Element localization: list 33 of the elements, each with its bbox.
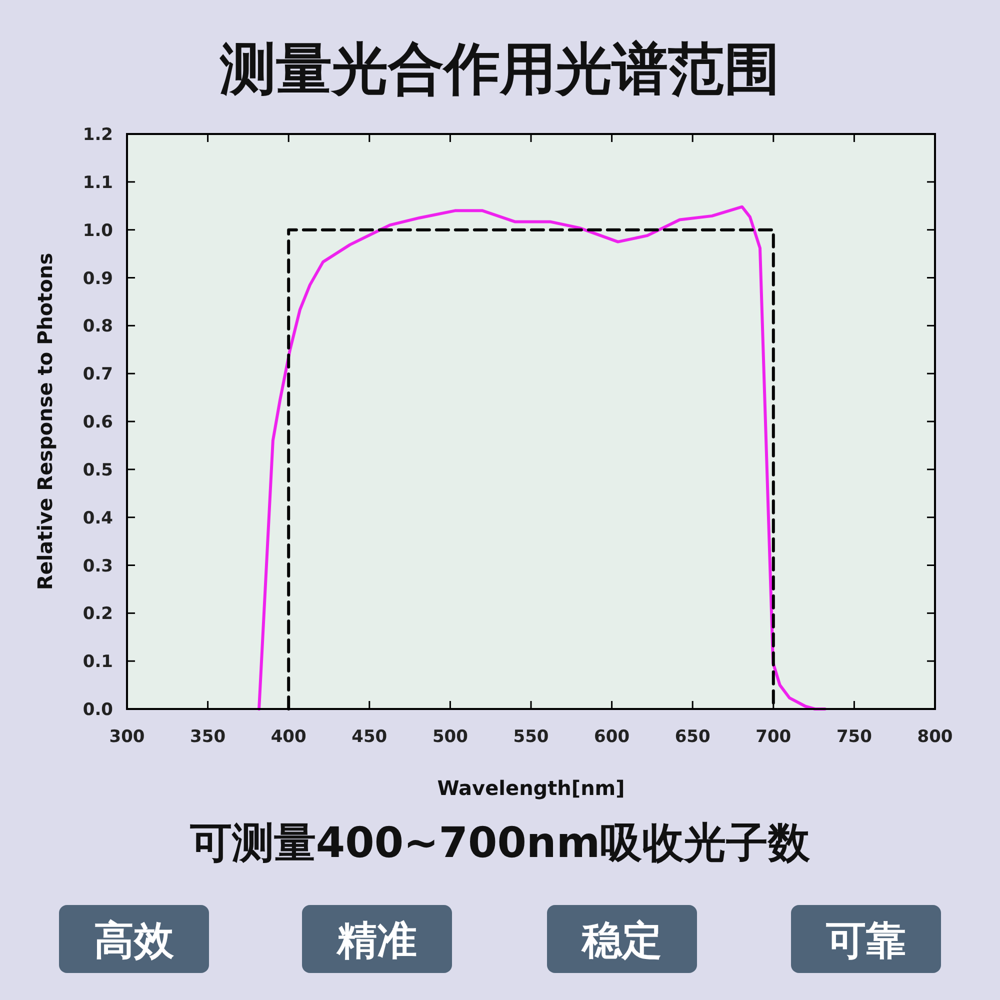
x-tick-label: 600 <box>594 727 630 747</box>
x-tick-label: 700 <box>756 727 792 747</box>
y-tick-label: 1.2 <box>82 125 113 145</box>
x-tick-label: 450 <box>352 727 388 747</box>
line-series <box>258 205 826 710</box>
text: 高效 <box>94 918 175 964</box>
y-tick-label: 0.3 <box>82 556 113 576</box>
y-tick-label: 0.2 <box>82 604 113 624</box>
y-tick-label: 0.9 <box>82 268 113 289</box>
x-tick-label: 500 <box>432 727 468 747</box>
y-tick-label: 0.5 <box>82 460 113 480</box>
y-tick-label: 0.1 <box>82 652 113 672</box>
x-tick-label: 350 <box>190 727 226 747</box>
y-tick-label: 1.1 <box>82 172 113 193</box>
x-tick-label: 750 <box>836 727 872 747</box>
x-tick-label: 800 <box>917 727 953 747</box>
x-axis-title: Wavelength[nm] <box>437 776 625 800</box>
text: 可测量400~700nm吸收光子数 <box>188 818 812 867</box>
y-tick-label: 0.4 <box>82 508 114 528</box>
y-tick-label: 0.8 <box>82 316 113 337</box>
y-tick-label: 0.7 <box>82 364 113 385</box>
y-tick-label: 0.6 <box>82 412 113 432</box>
y-axis-title: Relative Response to Photons <box>33 252 57 590</box>
x-tick-label: 400 <box>270 727 307 747</box>
text: 稳定 <box>581 918 662 964</box>
text: 可靠 <box>825 918 906 964</box>
x-tick-label: 550 <box>513 727 549 747</box>
chart-title: 测量光合作用光谱范围 <box>219 37 780 102</box>
x-tick-label: 300 <box>109 727 145 747</box>
x-tick-label: 650 <box>674 727 711 747</box>
y-tick-label: 1.0 <box>82 220 114 241</box>
text: 精准 <box>336 918 417 964</box>
y-tick-label: 0.0 <box>82 700 114 720</box>
